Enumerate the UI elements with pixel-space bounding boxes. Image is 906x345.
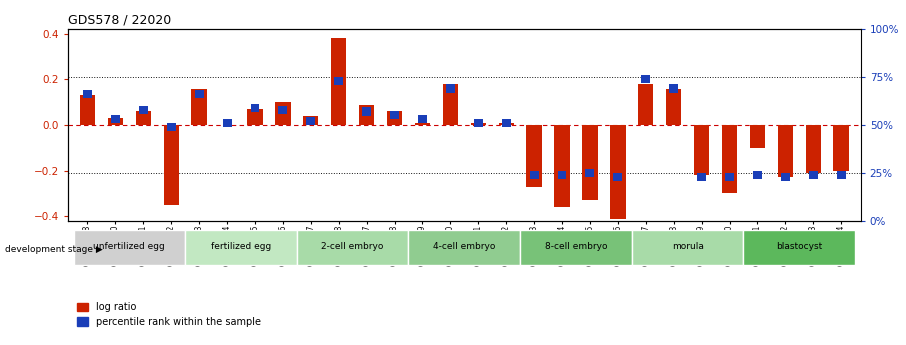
Bar bbox=[613, 172, 622, 181]
Bar bbox=[164, 125, 178, 205]
Bar bbox=[185, 230, 297, 265]
Bar bbox=[418, 115, 427, 123]
Bar bbox=[275, 102, 291, 125]
Bar bbox=[837, 171, 845, 179]
Bar bbox=[195, 90, 204, 98]
Bar bbox=[470, 123, 486, 125]
Bar bbox=[583, 125, 598, 200]
Bar bbox=[725, 172, 734, 181]
Text: 2-cell embryo: 2-cell embryo bbox=[322, 242, 384, 251]
Bar bbox=[666, 89, 681, 125]
Bar bbox=[409, 230, 520, 265]
Bar bbox=[753, 171, 762, 179]
Bar bbox=[191, 89, 207, 125]
Bar bbox=[526, 125, 542, 187]
Text: fertilized egg: fertilized egg bbox=[211, 242, 271, 251]
Bar bbox=[334, 77, 343, 85]
Bar bbox=[83, 90, 92, 98]
Bar bbox=[809, 171, 818, 179]
Text: blastocyst: blastocyst bbox=[776, 242, 823, 251]
Text: morula: morula bbox=[671, 242, 704, 251]
Text: unfertilized egg: unfertilized egg bbox=[93, 242, 165, 251]
Bar bbox=[297, 230, 409, 265]
Bar bbox=[834, 125, 849, 171]
Bar bbox=[750, 125, 765, 148]
Bar bbox=[278, 106, 287, 114]
Bar bbox=[610, 125, 625, 218]
Bar bbox=[554, 125, 570, 207]
Text: development stage ▶: development stage ▶ bbox=[5, 245, 102, 254]
Bar bbox=[781, 172, 790, 181]
Bar bbox=[387, 111, 402, 125]
Bar bbox=[638, 84, 653, 125]
Bar bbox=[631, 230, 744, 265]
Legend: log ratio, percentile rank within the sample: log ratio, percentile rank within the sa… bbox=[72, 298, 265, 331]
Bar bbox=[498, 123, 514, 125]
Bar bbox=[80, 96, 95, 125]
Bar bbox=[722, 125, 737, 194]
Bar bbox=[641, 75, 651, 83]
Bar bbox=[139, 106, 148, 114]
Bar bbox=[474, 119, 483, 127]
Bar bbox=[446, 85, 455, 93]
Bar bbox=[108, 118, 123, 125]
Bar bbox=[331, 38, 346, 125]
Text: 4-cell embryo: 4-cell embryo bbox=[433, 242, 496, 251]
Bar bbox=[359, 105, 374, 125]
Bar bbox=[73, 230, 185, 265]
Text: 8-cell embryo: 8-cell embryo bbox=[545, 242, 607, 251]
Bar bbox=[585, 169, 594, 177]
Bar bbox=[390, 111, 399, 119]
Bar bbox=[443, 84, 458, 125]
Bar bbox=[520, 230, 631, 265]
Bar bbox=[557, 171, 566, 179]
Bar bbox=[744, 230, 855, 265]
Bar bbox=[304, 116, 319, 125]
Bar bbox=[805, 125, 821, 173]
Bar bbox=[415, 123, 430, 125]
Bar bbox=[670, 85, 679, 93]
Bar bbox=[136, 111, 151, 125]
Bar bbox=[362, 107, 371, 116]
Bar bbox=[777, 125, 793, 177]
Bar bbox=[306, 117, 315, 125]
Bar bbox=[223, 119, 232, 127]
Bar bbox=[697, 172, 706, 181]
Bar bbox=[247, 109, 263, 125]
Bar bbox=[502, 119, 511, 127]
Bar bbox=[250, 104, 259, 112]
Bar bbox=[167, 123, 176, 131]
Bar bbox=[111, 115, 120, 123]
Bar bbox=[530, 171, 538, 179]
Bar bbox=[694, 125, 709, 175]
Text: GDS578 / 22020: GDS578 / 22020 bbox=[68, 14, 171, 27]
